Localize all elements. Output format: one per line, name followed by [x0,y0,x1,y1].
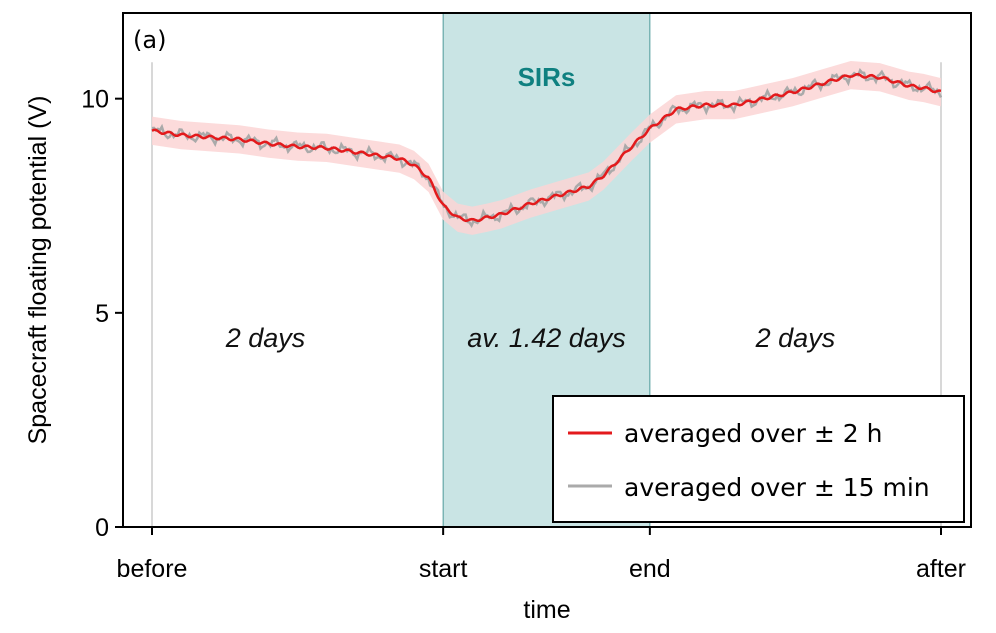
region-annotation-0: 2 days [225,323,306,353]
legend-label-2h: averaged over ± 2 h [624,419,882,448]
y-axis-title: Spacecraft floating potential (V) [24,96,52,445]
panel-label: (a) [133,26,166,54]
axis-layer: 0 5 10 before start end after [81,86,966,583]
x-axis-title: time [523,596,570,624]
x-tick-label-before: before [117,555,188,583]
y-tick-label-5: 5 [95,300,109,328]
y-tick-label-10: 10 [81,86,109,114]
x-tick-label-end: end [629,555,671,583]
region-annotation-2: 2 days [755,323,836,353]
sir-region-label: SIRs [518,62,576,92]
legend: averaged over ± 2 h averaged over ± 15 m… [552,395,965,523]
legend-label-15min: averaged over ± 15 min [624,473,930,502]
plot-frame [122,12,972,528]
y-tick-label-0: 0 [95,514,109,542]
annotation-layer: (a) SIRs 2 days av. 1.42 days 2 days [133,26,835,353]
x-tick-label-after: after [916,555,966,583]
x-tick-label-start: start [419,555,468,583]
series-line-layer [151,68,943,229]
legend-box [552,395,965,523]
series-2h-line [151,72,942,223]
region-annotation-1: av. 1.42 days [467,323,626,353]
